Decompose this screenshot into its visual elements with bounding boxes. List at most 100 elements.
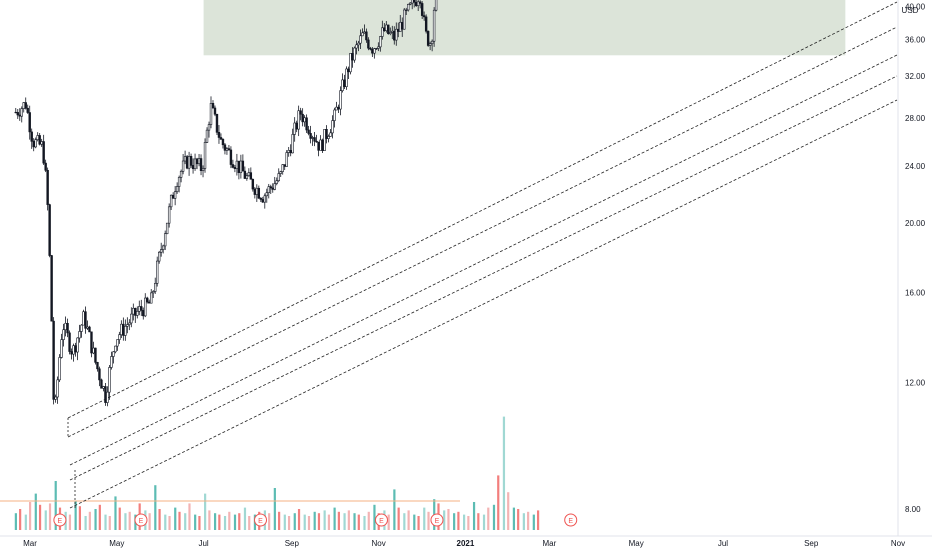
candle-body: [303, 117, 306, 123]
earnings-marker-icon[interactable]: [374, 513, 388, 527]
candle-body: [219, 137, 223, 140]
volume-bar: [148, 513, 151, 530]
earnings-marker-icon[interactable]: [254, 513, 268, 527]
candle-body: [122, 323, 125, 336]
candle-body: [269, 186, 272, 189]
candle-body: [96, 362, 99, 370]
volume-bar: [417, 516, 420, 530]
candle-body: [128, 322, 131, 325]
earnings-marker-icon[interactable]: [430, 513, 444, 527]
volume-bar: [128, 511, 131, 530]
volume-bar: [497, 475, 500, 530]
candle-body: [249, 172, 253, 180]
time-axis[interactable]: Mar May Jul Sep Nov 2021 Mar May Jul Sep Nov: [0, 535, 932, 548]
volume-bar: [78, 506, 82, 530]
candle-body: [383, 27, 386, 31]
candle-body: [100, 379, 103, 389]
volume-bar: [114, 496, 117, 530]
candle-body: [32, 141, 35, 148]
x-tick-label: Nov: [891, 539, 905, 548]
volume-bar: [188, 503, 191, 530]
candle-body: [428, 43, 432, 46]
candle-body: [201, 168, 205, 171]
candle-body: [307, 129, 310, 134]
volume-bar: [447, 509, 450, 530]
candle-body: [72, 345, 75, 355]
candle-body: [432, 9, 436, 42]
candle-body: [279, 171, 282, 174]
candle-body: [347, 68, 350, 73]
volume-bars: [0, 416, 540, 530]
candle-body: [108, 367, 111, 393]
volume-bar: [44, 510, 47, 530]
candle-body: [239, 160, 243, 173]
candle-body: [74, 345, 77, 353]
candle-body: [407, 4, 410, 11]
y-tick-label: 20.00: [905, 219, 926, 228]
candle-body: [355, 44, 358, 49]
volume-bar: [397, 507, 400, 530]
candle-body: [329, 132, 332, 137]
candle-body: [16, 112, 19, 116]
candle-body: [411, 0, 414, 4]
candle-body: [375, 48, 378, 50]
candle-body: [158, 251, 161, 262]
candle-body: [313, 137, 316, 142]
candle-body: [148, 301, 151, 304]
candle-body: [337, 106, 340, 110]
volume-bar: [357, 514, 360, 530]
volume-bar: [373, 504, 376, 530]
volume-bar: [168, 516, 171, 530]
volume-bar: [333, 507, 336, 530]
candle-body: [116, 339, 119, 347]
currency-label: USD: [902, 6, 919, 15]
price-axis[interactable]: 8.00 12.00 16.00 20.00 24.00 28.00 32.00 36.00 4…: [897, 0, 929, 536]
candle-body: [187, 155, 191, 169]
volume-bar: [472, 502, 476, 530]
candle-body: [138, 306, 141, 312]
volume-bar: [118, 507, 121, 530]
volume-bar: [527, 511, 530, 530]
candle-body: [247, 172, 251, 177]
volume-bar: [343, 513, 346, 530]
candle-body: [251, 179, 255, 190]
candle-body: [401, 21, 404, 30]
volume-bar: [213, 513, 217, 530]
volume-bar: [273, 488, 276, 530]
candle-body: [327, 136, 330, 139]
channel-line: [67, 26, 898, 438]
volume-bar: [517, 509, 520, 530]
candle-body: [345, 68, 348, 88]
volume-bar: [14, 513, 17, 530]
candle-body: [275, 180, 278, 184]
candlesticks: [14, 0, 438, 407]
earnings-marker-letter: E: [435, 518, 440, 525]
earnings-marker-icon[interactable]: [53, 513, 67, 527]
candle-body: [24, 102, 27, 109]
x-tick-label: 2021: [457, 539, 475, 548]
x-tick-label: Sep: [804, 539, 819, 548]
candle-body: [76, 337, 79, 353]
candle-body: [169, 194, 173, 208]
candle-body: [203, 142, 207, 169]
earnings-marker-icon[interactable]: [134, 513, 148, 527]
candle-body: [38, 135, 41, 145]
candle-body: [70, 351, 73, 355]
candle-body: [106, 391, 109, 403]
volume-bar: [467, 516, 470, 530]
earnings-marker-icon[interactable]: [564, 513, 578, 527]
volume-bar: [512, 507, 516, 530]
candle-body: [30, 131, 33, 142]
candle-body: [281, 164, 284, 172]
candle-body: [159, 249, 163, 253]
candle-body: [365, 31, 368, 41]
volume-bar: [317, 513, 321, 530]
volume-bar: [243, 507, 247, 530]
candle-body: [34, 139, 37, 148]
candle-body: [175, 186, 179, 192]
candle-body: [90, 331, 93, 354]
channel-line: [69, 75, 898, 481]
candle-body: [163, 233, 167, 247]
